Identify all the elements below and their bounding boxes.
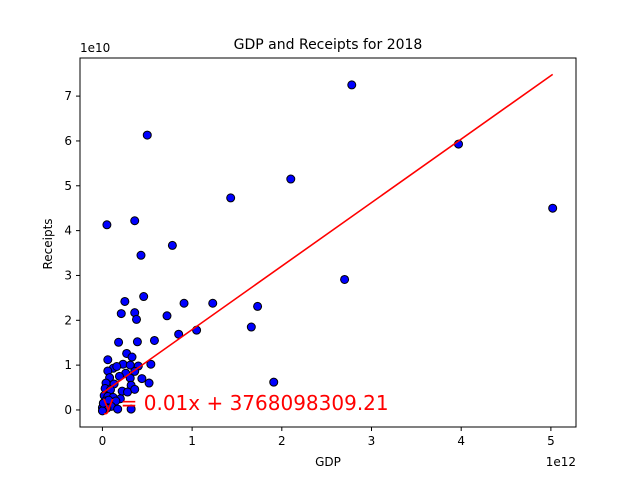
data-point [127,352,137,362]
data-point [144,378,154,388]
y-tick-label: 2 [64,313,72,327]
regression-line-group [101,73,554,394]
data-point [226,193,236,203]
data-point [116,309,126,319]
data-point [167,240,177,250]
data-point [548,203,558,213]
x-axis-label: GDP [315,455,341,469]
regression-equation: y = 0.01x + 3768098309.21 [102,391,388,415]
y-tick-label: 3 [64,268,72,282]
data-point [149,335,159,345]
y-tick-label: 1 [64,358,72,372]
x-offset-label: 1e12 [546,455,576,469]
x-tick-label: 1 [188,434,196,448]
x-tick-label: 2 [278,434,286,448]
data-point [113,404,123,414]
data-point [269,377,279,387]
y-axis-ticks: 0 1 2 3 4 5 6 7 [64,89,80,417]
y-tick-label: 4 [64,224,72,238]
data-point [102,220,112,230]
data-point [132,314,142,324]
data-point [142,130,152,140]
data-point [208,298,218,308]
y-tick-label: 5 [64,179,72,193]
x-tick-label: 0 [99,434,107,448]
x-tick-label: 3 [368,434,376,448]
data-point [103,355,113,365]
data-point [126,404,136,414]
data-point [132,337,142,347]
data-point [246,322,256,332]
data-point [139,292,149,302]
data-point [112,361,122,371]
y-axis-label: Receipts [41,218,55,269]
data-point [130,384,140,394]
chart-title: GDP and Receipts for 2018 [234,37,423,53]
data-point [104,395,114,405]
data-points [97,80,558,416]
plot-frame [79,57,577,428]
data-point [136,250,146,260]
y-tick-label: 6 [64,134,72,148]
data-point [137,374,147,384]
data-point [130,216,140,226]
data-point [347,80,357,90]
data-point [114,337,124,347]
y-tick-label: 0 [64,403,72,417]
y-tick-label: 7 [64,89,72,103]
data-point [120,296,130,306]
x-axis-ticks: 0 1 2 3 4 5 [99,427,555,448]
data-point [286,174,296,184]
x-tick-label: 5 [547,434,555,448]
data-point [340,274,350,284]
x-tick-label: 4 [457,434,465,448]
data-point [179,298,189,308]
data-point [253,301,263,311]
data-point [162,311,172,321]
y-offset-label: 1e10 [80,41,110,55]
regression-line [101,73,554,394]
data-point [146,359,156,369]
